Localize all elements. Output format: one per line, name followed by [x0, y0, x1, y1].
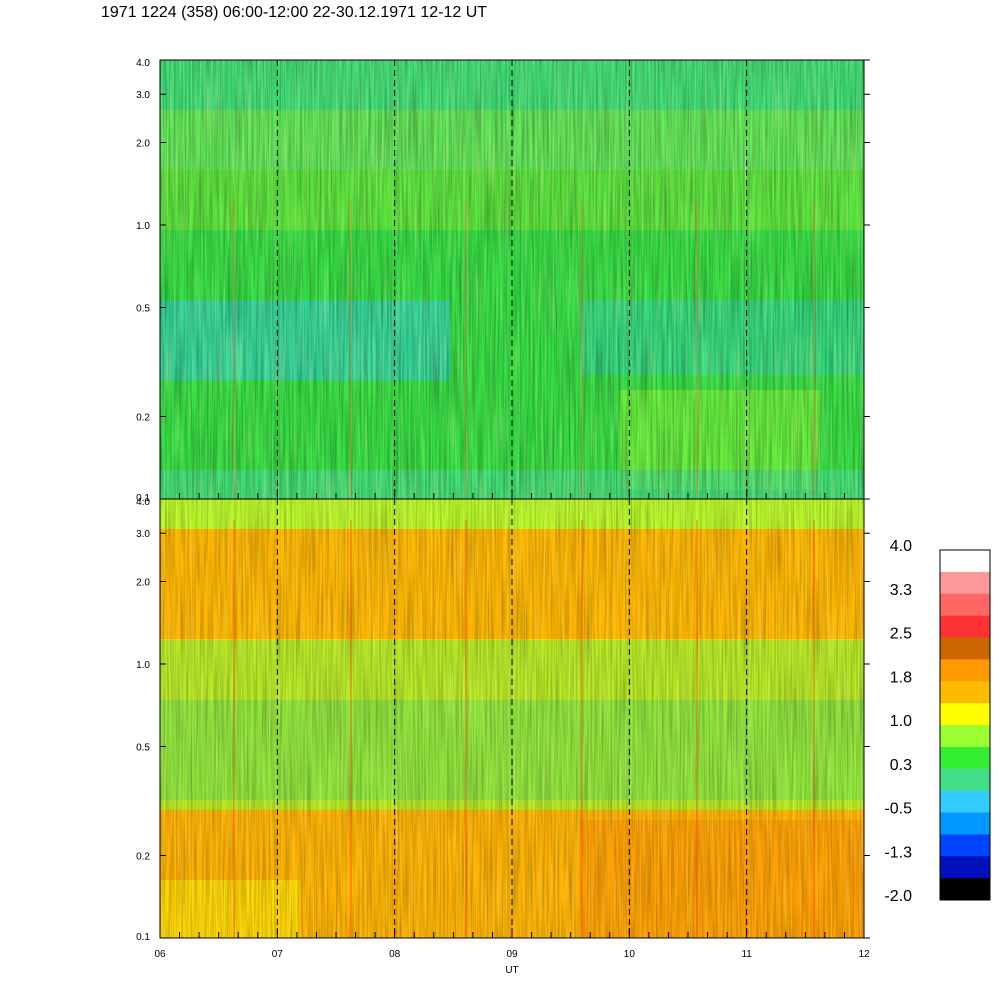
y-tick-label: 3.0: [136, 90, 150, 101]
colorbar-label: -2.0: [884, 888, 912, 905]
y-tick-label: 4.0: [136, 58, 150, 69]
colorbar-swatch: [940, 790, 990, 813]
colorbar-swatch: [940, 593, 990, 616]
y-tick-label: 4.0: [136, 497, 150, 508]
chart-title: 1971 1224 (358) 06:00-12:00 22-30.12.197…: [101, 4, 488, 21]
y-tick-label: 0.2: [136, 413, 150, 424]
x-tick-label: 10: [624, 949, 636, 960]
colorbar-swatch: [940, 615, 990, 638]
colorbar-swatch: [940, 768, 990, 791]
colorbar-label: 4.0: [890, 538, 912, 555]
top-panel-axes: 0.1 0.2 0.5 1.0 2.0 3.0 4.0: [136, 58, 870, 504]
colorbar-swatch: [940, 746, 990, 770]
y-tick-label: 1.0: [136, 221, 150, 232]
x-tick-label: 11: [741, 949, 752, 960]
y-tick-label: 0.1: [136, 493, 150, 504]
y-tick-label: 0.1: [136, 932, 150, 943]
colorbar: 4.0 3.3 2.5 1.8 1.0 0.3 -0.5 -1.3 -2.0: [884, 538, 991, 905]
y-tick-label: 3.0: [136, 529, 150, 540]
colorbar-label: 1.0: [890, 713, 912, 730]
y-tick-label: 2.0: [136, 138, 150, 149]
x-tick-label: 06: [154, 949, 166, 960]
colorbar-swatch: [940, 856, 990, 879]
colorbar-label: -1.3: [884, 844, 912, 861]
y-tick-label: 1.0: [136, 660, 150, 671]
x-tick-label: 08: [389, 949, 401, 960]
x-axis-label: UT: [505, 965, 518, 976]
colorbar-label: 2.5: [890, 626, 912, 643]
colorbar-swatch: [940, 812, 990, 835]
x-tick-label: 12: [858, 949, 870, 960]
colorbar-swatch: [940, 834, 990, 857]
colorbar-swatch: [940, 725, 990, 748]
y-tick-label: 2.0: [136, 577, 150, 588]
colorbar-label: 0.3: [890, 757, 912, 774]
bottom-panel-axes: 0.1 0.2 0.5 1.0 2.0 3.0 4.0 06 07 08 09 10 11 12 UT: [136, 497, 870, 976]
colorbar-frame: [939, 549, 991, 901]
colorbar-swatch: [940, 659, 990, 682]
y-tick-label: 0.2: [136, 852, 150, 863]
colorbar-label: -0.5: [884, 801, 912, 818]
y-tick-label: 0.5: [136, 303, 150, 314]
colorbar-label: 3.3: [890, 582, 912, 599]
colorbar-swatch: [940, 550, 990, 573]
colorbar-swatch: [940, 878, 990, 901]
x-tick-label: 07: [272, 949, 284, 960]
colorbar-swatch: [940, 571, 990, 595]
y-tick-label: 0.5: [136, 742, 150, 753]
x-tick-label: 09: [506, 949, 518, 960]
colorbar-swatch: [940, 681, 990, 704]
colorbar-label: 1.8: [890, 669, 912, 686]
colorbar-swatch: [940, 637, 990, 660]
colorbar-swatch: [940, 703, 990, 726]
